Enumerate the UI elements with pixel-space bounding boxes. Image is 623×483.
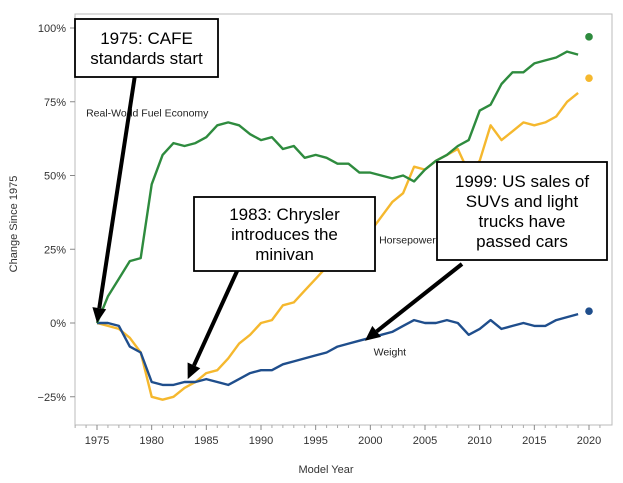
series-line-weight [97, 312, 579, 387]
projection-dot-real-world-fuel-economy [585, 33, 593, 41]
x-tick-label: 1975 [85, 435, 109, 447]
callout-text-line: SUVs and light [466, 192, 579, 211]
callout-box-minivan-1983 [193, 196, 376, 272]
x-tick-label: 2000 [358, 435, 382, 447]
callout-box-suv-1999 [436, 161, 608, 261]
y-axis: −25% 0% 25% 50% 75% 100% [38, 23, 75, 404]
x-tick-label: 1980 [139, 435, 163, 447]
callout-arrow-cafe-1975 [97, 74, 137, 309]
series-line-real-world-fuel-economy [95, 50, 579, 324]
callout-box-cafe-1975 [74, 18, 219, 78]
series-labels: Horsepower Weight Real-World Fuel Economy [86, 108, 436, 359]
callout-text-line: minivan [255, 245, 314, 264]
y-tick-label: −25% [38, 392, 67, 404]
y-tick-label: 25% [44, 244, 66, 256]
callout-arrowhead-suv-1999 [364, 325, 381, 341]
x-axis: 1975 1980 1985 1990 1995 2000 2005 2010 2015 2020 [74, 425, 601, 447]
y-axis-label: Change Since 1975 [8, 176, 20, 273]
callout-arrow-minivan-1983 [192, 268, 240, 367]
series-projection-dots [585, 33, 593, 316]
callout-arrowhead-cafe-1975 [92, 307, 107, 323]
x-tick-label: 1990 [249, 435, 273, 447]
callout-text-line: 1975: CAFE [100, 29, 193, 48]
projection-dot-weight [585, 307, 593, 316]
x-tick-label: 2020 [577, 435, 601, 447]
callout-text-line: passed cars [476, 232, 568, 251]
projection-dot-horsepower [585, 74, 593, 82]
callout-text-line: introduces the [231, 225, 338, 244]
callout-text-line: standards start [90, 49, 203, 68]
y-tick-label: 50% [44, 171, 66, 183]
callout-arrowhead-minivan-1983 [187, 362, 201, 380]
callout-text-line: trucks have [479, 212, 566, 231]
callout-text-line: 1999: US sales of [455, 172, 589, 191]
x-tick-label: 1995 [303, 435, 327, 447]
x-tick-label: 2010 [467, 435, 491, 447]
callout-arrow-suv-1999 [375, 262, 464, 333]
x-tick-label: 2005 [413, 435, 437, 447]
y-tick-label: 100% [38, 23, 66, 35]
series-label-weight: Weight [374, 346, 407, 358]
y-tick-label: 0% [50, 318, 66, 330]
callout-text-line: 1983: Chrysler [229, 205, 340, 224]
x-tick-label: 1985 [194, 435, 218, 447]
series-label-horsepower: Horsepower [379, 234, 436, 246]
x-axis-label: Model Year [298, 464, 353, 476]
x-tick-label: 2015 [522, 435, 546, 447]
plot-frame [74, 13, 613, 426]
series-label-real-world-fuel-economy: Real-World Fuel Economy [86, 108, 209, 120]
y-tick-label: 75% [44, 97, 66, 109]
